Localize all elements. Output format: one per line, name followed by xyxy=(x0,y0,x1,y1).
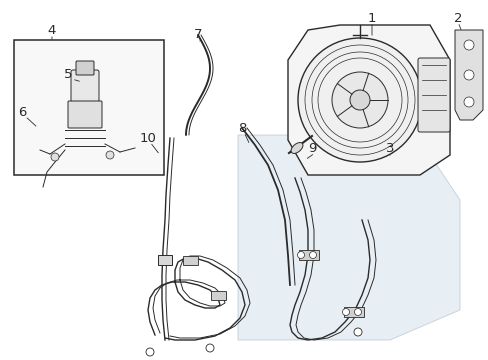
Circle shape xyxy=(354,309,361,315)
Polygon shape xyxy=(287,25,449,175)
Circle shape xyxy=(463,70,473,80)
Bar xyxy=(183,256,198,265)
Ellipse shape xyxy=(290,143,303,153)
Bar xyxy=(14,40,163,175)
Circle shape xyxy=(309,252,316,258)
Text: 6: 6 xyxy=(18,105,26,118)
Circle shape xyxy=(297,252,304,258)
Circle shape xyxy=(349,90,369,110)
FancyBboxPatch shape xyxy=(71,70,99,104)
Text: 3: 3 xyxy=(385,141,393,154)
FancyBboxPatch shape xyxy=(417,58,449,132)
FancyBboxPatch shape xyxy=(76,61,94,75)
Circle shape xyxy=(51,153,59,161)
Text: 2: 2 xyxy=(453,12,461,24)
Bar xyxy=(14,40,163,175)
Text: 4: 4 xyxy=(48,23,56,36)
Circle shape xyxy=(463,40,473,50)
Circle shape xyxy=(331,72,387,128)
Bar xyxy=(343,307,363,317)
Circle shape xyxy=(297,38,421,162)
Circle shape xyxy=(106,151,114,159)
Text: 1: 1 xyxy=(367,12,375,24)
Text: 9: 9 xyxy=(307,141,316,154)
Text: 5: 5 xyxy=(63,68,72,81)
Circle shape xyxy=(146,348,154,356)
Polygon shape xyxy=(454,30,482,120)
Polygon shape xyxy=(238,135,459,340)
Bar xyxy=(210,291,225,300)
Text: 10: 10 xyxy=(139,131,156,144)
Circle shape xyxy=(353,328,361,336)
Circle shape xyxy=(463,97,473,107)
Text: 7: 7 xyxy=(193,28,202,41)
Circle shape xyxy=(205,344,214,352)
FancyBboxPatch shape xyxy=(68,101,102,128)
Text: 8: 8 xyxy=(237,122,245,135)
Circle shape xyxy=(342,309,349,315)
Bar xyxy=(298,250,318,260)
Bar xyxy=(158,255,172,265)
